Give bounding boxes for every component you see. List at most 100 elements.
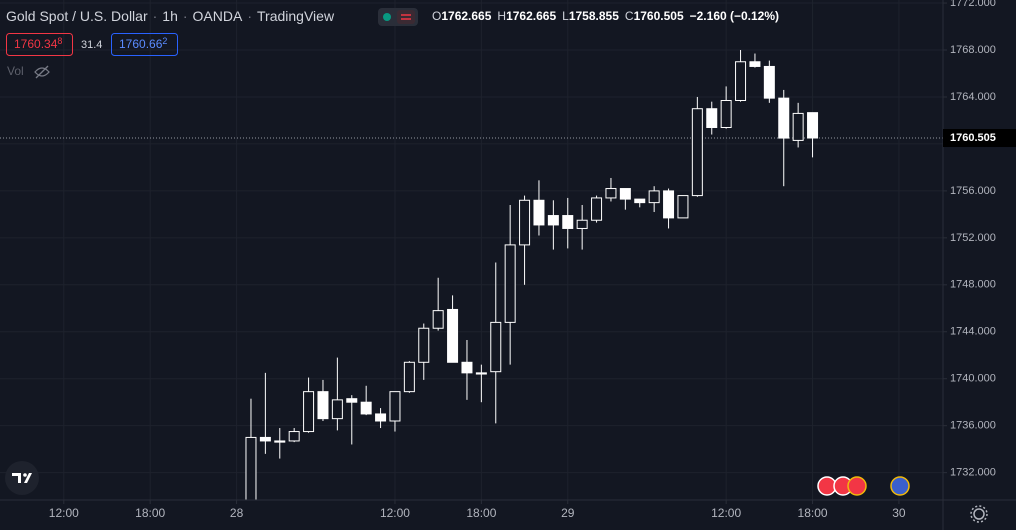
legend-header: Gold Spot / U.S. Dollar · 1h · OANDA · Trading… (6, 8, 779, 78)
title-part: Gold Spot / U.S. Dollar (6, 8, 148, 24)
candle-body (562, 215, 574, 229)
x-tick-label: 18:00 (466, 506, 496, 520)
candle-body (706, 108, 718, 128)
settings[interactable] (970, 505, 988, 523)
ohlc: O1762.665 H1762.665 L1758.855 C1760.505 −2.1… (432, 9, 779, 23)
logo[interactable] (5, 461, 39, 495)
sell-main: 1760.34 (14, 37, 58, 51)
candle-body (346, 398, 358, 403)
ohlc-key: L (562, 9, 569, 23)
candle-body (403, 361, 415, 393)
candle-body (763, 65, 775, 99)
candle-body (619, 188, 631, 200)
buy-main: 1760.66 (119, 37, 163, 51)
y-tick-label: 1772.000 (950, 0, 996, 9)
candle-body (547, 215, 559, 226)
candle-body (447, 308, 459, 363)
x-tick-label: 28 (230, 506, 244, 520)
candle-body (735, 61, 747, 101)
candle-body (490, 321, 502, 373)
sell-price: 1760.348 (14, 36, 62, 51)
gear (973, 508, 985, 520)
hide-volume[interactable] (34, 65, 50, 79)
candle-body (807, 112, 819, 139)
x-tick-label: 18:00 (798, 506, 828, 520)
candle-body (360, 401, 372, 415)
x-tick-label: 12:00 (380, 506, 410, 520)
logo-dot (23, 473, 27, 477)
y-tick-label: 1752.000 (950, 232, 996, 244)
candle-body (792, 112, 804, 141)
candle-body (375, 413, 387, 422)
title-part: OANDA (193, 8, 243, 24)
candle-body (461, 361, 473, 374)
last-price-tag (943, 129, 1016, 148)
candle-body (605, 188, 617, 199)
candle-body (274, 440, 286, 443)
buy-box[interactable] (111, 33, 178, 56)
separator: · (183, 8, 188, 24)
candle-body (749, 61, 761, 67)
spread: 31.4 (81, 39, 102, 51)
y-tick-label: 1744.000 (950, 326, 996, 338)
volume-label: Vol (7, 64, 24, 78)
candle-body (519, 199, 531, 246)
candle-body (648, 190, 660, 204)
status-dot (383, 13, 391, 21)
gear-teeth (970, 505, 988, 523)
candle-body (303, 391, 315, 433)
ohlc-key: H (497, 9, 506, 23)
grid (0, 0, 943, 500)
candle-body (778, 97, 790, 139)
candle-body (576, 219, 588, 229)
y-tick-label: 1740.000 (950, 373, 996, 385)
candle-body (389, 391, 401, 422)
y-tick-label: 1732.000 (950, 467, 996, 479)
alert-box (397, 10, 415, 24)
logo-bg (5, 461, 39, 495)
sell-sup: 8 (57, 36, 62, 46)
candle-body (245, 436, 257, 500)
x-tick-label: 29 (561, 506, 575, 520)
change: −2.160 (−0.12%) (690, 9, 779, 23)
last-price-label: 1760.505 (950, 132, 996, 144)
candle-body (475, 372, 487, 375)
separator: · (247, 8, 252, 24)
events[interactable] (817, 476, 910, 496)
y-tick-label: 1764.000 (950, 91, 996, 103)
candle-body (331, 399, 343, 420)
alert-icon (401, 14, 411, 20)
eye-slash (35, 65, 49, 79)
ohlc-key: O (432, 9, 441, 23)
y-tick-label: 1736.000 (950, 420, 996, 432)
toggle[interactable] (378, 8, 418, 26)
candle-body (677, 195, 689, 219)
candle-body (317, 391, 329, 420)
axes: 1732.000 1736.000 1740.000 1744.000 1748.000… (49, 0, 1016, 520)
buy-sup: 2 (162, 36, 167, 46)
ohlc-value: 1758.855 (569, 9, 619, 23)
candle-body (418, 327, 430, 363)
candles (245, 50, 819, 500)
sell-box[interactable] (6, 33, 73, 56)
candle-body (591, 197, 603, 221)
candle-body (663, 190, 675, 219)
x-tick-label: 30 (892, 506, 906, 520)
candle-body (691, 108, 703, 197)
event-flag (890, 476, 910, 496)
candle-body (504, 244, 516, 323)
candle-body (720, 99, 732, 128)
candle-body (432, 310, 444, 329)
buy-price: 1760.662 (119, 36, 167, 51)
candle-body (288, 431, 300, 442)
candle-body (533, 199, 545, 226)
separator: · (153, 8, 158, 24)
ohlc-value: 1760.505 (634, 9, 684, 23)
title-part: 1h (162, 8, 178, 24)
x-tick-label: 18:00 (135, 506, 165, 520)
y-tick-label: 1756.000 (950, 185, 996, 197)
symbol-title: Gold Spot / U.S. Dollar · 1h · OANDA · Trading… (6, 8, 335, 24)
y-tick-label: 1768.000 (950, 44, 996, 56)
